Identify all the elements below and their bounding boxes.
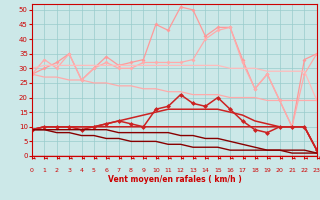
X-axis label: Vent moyen/en rafales ( km/h ): Vent moyen/en rafales ( km/h ): [108, 175, 241, 184]
